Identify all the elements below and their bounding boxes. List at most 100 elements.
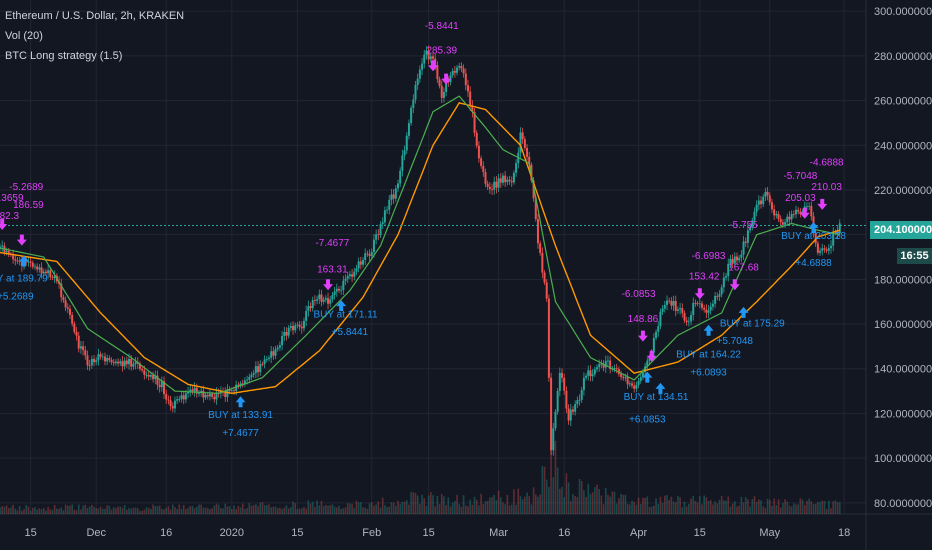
candle-body xyxy=(250,374,253,378)
volume-bar xyxy=(443,496,445,514)
candle-body xyxy=(117,361,120,364)
volume-bar xyxy=(62,510,65,514)
volume-bar xyxy=(211,508,213,514)
candle-body xyxy=(631,383,634,386)
volume-bar xyxy=(285,505,288,514)
y-tick-label: 280.0000000 xyxy=(874,51,932,63)
candle-body xyxy=(781,222,784,225)
volume-bar xyxy=(779,507,782,514)
volume-bar xyxy=(25,504,28,514)
volume-bar xyxy=(572,494,574,514)
last-price-tag: 204.1000000 xyxy=(870,221,932,239)
candle-body xyxy=(768,195,771,203)
candle-body xyxy=(211,393,214,397)
candle-body xyxy=(1,245,4,247)
candle-body xyxy=(714,295,717,304)
volume-bar xyxy=(668,499,670,514)
strategy-label: BUY at 133.91 xyxy=(208,410,273,421)
candle-body xyxy=(294,325,297,331)
volume-bar xyxy=(521,499,524,514)
x-tick-label: 2020 xyxy=(220,527,244,539)
volume-bar xyxy=(784,499,786,514)
candle-body xyxy=(506,179,509,183)
strategy-label: 210.03 xyxy=(811,182,842,193)
volume-bar xyxy=(821,500,824,514)
volume-bar xyxy=(36,509,38,514)
candle-body xyxy=(156,375,159,385)
candle-body xyxy=(237,384,240,386)
candle-body xyxy=(482,165,485,173)
volume-bar xyxy=(499,497,502,514)
volume-bar xyxy=(425,506,428,514)
y-tick-label: 80.0000000 xyxy=(874,498,932,510)
volume-bar xyxy=(121,508,124,514)
candle-body xyxy=(307,306,310,311)
volume-bar xyxy=(287,508,290,514)
volume-bar xyxy=(309,503,312,514)
candle-body xyxy=(731,259,734,264)
candle-body xyxy=(814,233,817,244)
strategy-label: +6.0893 xyxy=(690,367,727,378)
candle-body xyxy=(77,335,80,349)
strategy-label: -6.0853 xyxy=(622,289,656,300)
candle-body xyxy=(580,390,583,400)
volume-indicator-label[interactable]: Vol (20) xyxy=(5,30,43,42)
volume-bar xyxy=(567,482,570,514)
volume-bar xyxy=(817,501,819,514)
volume-bar xyxy=(661,502,664,514)
candle-body xyxy=(679,308,682,310)
volume-bar xyxy=(622,495,625,514)
candle-body xyxy=(418,69,421,79)
candle-body xyxy=(598,364,601,368)
volume-bar xyxy=(659,496,662,514)
candle-body xyxy=(773,209,776,216)
volume-bar xyxy=(56,508,58,514)
candle-body xyxy=(60,283,63,298)
volume-bar xyxy=(281,508,283,514)
volume-bar xyxy=(690,498,692,514)
candle-body xyxy=(130,358,133,367)
candle-body xyxy=(648,358,651,361)
volume-bar xyxy=(458,504,461,514)
volume-bar xyxy=(3,506,6,514)
volume-bar xyxy=(268,504,270,514)
candle-body xyxy=(838,223,841,234)
strategy-indicator-label[interactable]: BTC Long strategy (1.5) xyxy=(5,50,123,62)
volume-bar xyxy=(478,505,480,514)
volume-bar xyxy=(631,500,633,514)
sell-arrow-icon xyxy=(16,234,27,246)
candle-body xyxy=(103,356,106,362)
volume-bar xyxy=(456,495,458,514)
volume-bar xyxy=(7,507,10,514)
volume-bar xyxy=(578,479,581,514)
volume-bar xyxy=(86,507,89,514)
candle-body xyxy=(805,206,808,208)
candle-body xyxy=(596,367,599,370)
volume-bar xyxy=(265,505,268,514)
volume-bar xyxy=(349,503,351,514)
candle-body xyxy=(318,294,321,300)
candle-body xyxy=(228,389,231,391)
volume-bar xyxy=(241,503,244,514)
candle-body xyxy=(532,180,535,199)
candle-body xyxy=(825,249,828,251)
candle-body xyxy=(355,268,358,272)
candle-body xyxy=(292,325,295,331)
symbol-title[interactable]: Ethereum / U.S. Dollar, 2h, KRAKEN xyxy=(5,10,185,22)
candle-body xyxy=(239,383,242,386)
candle-body xyxy=(659,311,662,327)
volume-bar xyxy=(447,497,450,514)
candle-body xyxy=(488,186,491,189)
volume-bar xyxy=(344,507,347,514)
strategy-label: 148.86 xyxy=(628,314,659,325)
candle-body xyxy=(567,408,570,421)
volume-bar xyxy=(182,504,185,514)
candle-body xyxy=(12,254,15,260)
candle-body xyxy=(38,267,41,270)
volume-bar xyxy=(462,495,465,514)
volume-bar xyxy=(701,504,703,514)
volume-bar xyxy=(355,500,358,514)
candle-body xyxy=(792,214,795,215)
candle-body xyxy=(440,85,443,98)
